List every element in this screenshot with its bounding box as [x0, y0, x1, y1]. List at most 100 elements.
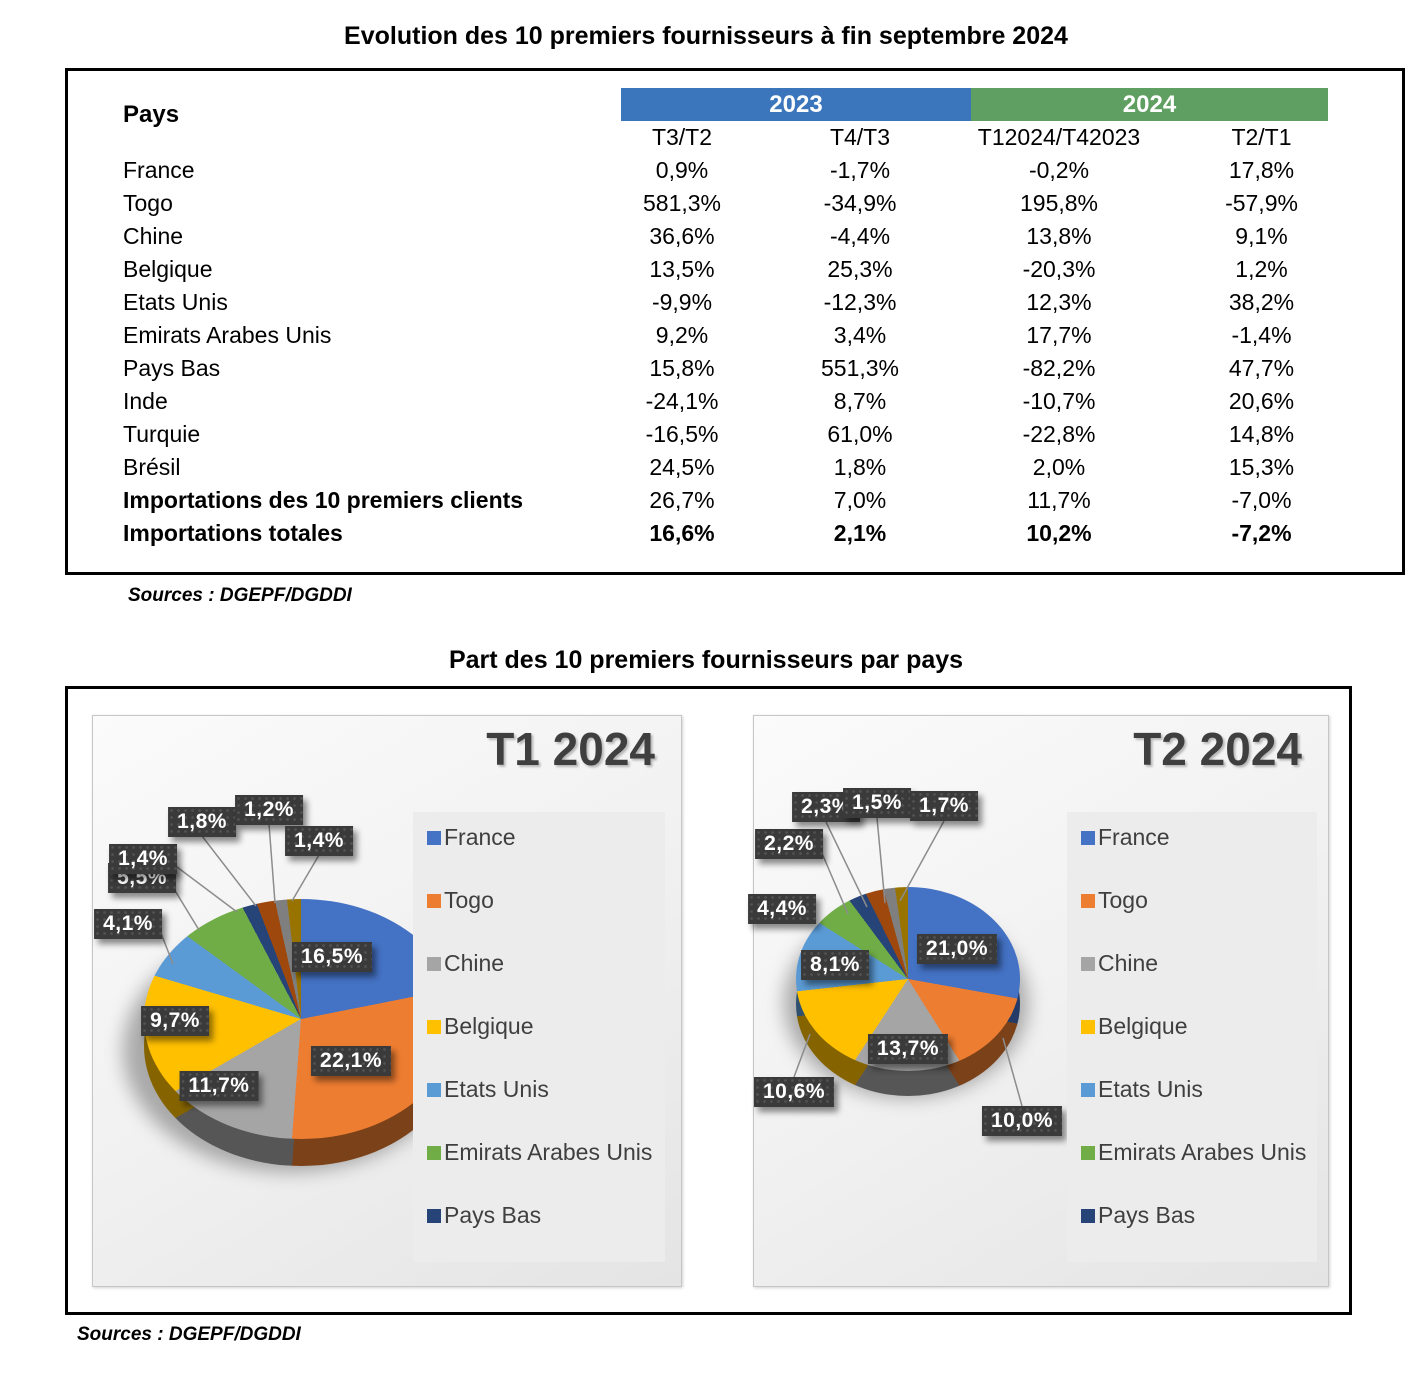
legend-marker-icon [1081, 1146, 1095, 1160]
legend-label: Chine [444, 950, 505, 976]
legend-label: Belgique [1098, 1013, 1188, 1039]
table-cell: 17,8% [1228, 157, 1295, 183]
table-cell: -22,8% [1022, 421, 1096, 447]
pie-title-t2: T2 2024 [1133, 723, 1302, 775]
legend-marker-icon [427, 1146, 441, 1160]
table-cell: -1,7% [829, 157, 891, 183]
row-label: Pays Bas [123, 355, 221, 381]
table-cell: 3,4% [833, 322, 887, 348]
legend-label: Emirats Arabes Unis [1098, 1139, 1307, 1165]
legend-marker-icon [427, 957, 441, 971]
pie-data-label: 4,4% [748, 894, 816, 924]
table-cell: 581,3% [642, 190, 721, 216]
legend-marker-icon [1081, 1209, 1095, 1223]
legend-label: Chine [1098, 950, 1159, 976]
legend-marker-icon [1081, 1020, 1095, 1034]
legend-item: Etats Unis [1081, 1076, 1317, 1139]
pie-data-label: 1,7% [910, 791, 978, 821]
legend-label: Togo [1098, 887, 1148, 913]
pie-data-label: 1,5% [843, 788, 911, 818]
legend-label: Pays Bas [1098, 1202, 1196, 1228]
table-cell: -24,1% [645, 388, 719, 414]
row-label: Etats Unis [123, 289, 228, 315]
evolution-table-box: 2023 2024 Pays T3/T2 T4/T3 T12024/T42023 T2… [65, 68, 1405, 575]
sources-note-charts: Sources : DGEPF/DGDDI [77, 1324, 301, 1345]
column-header: T2/T1 [1231, 124, 1292, 150]
legend-label: France [1098, 824, 1170, 850]
legend-item: Chine [1081, 950, 1317, 1013]
legend-item: France [427, 824, 665, 887]
legend-item: Belgique [427, 1013, 665, 1076]
pie-data-label: 8,1% [801, 950, 869, 980]
pie-data-label: 10,6% [753, 1077, 835, 1107]
pie-data-label: 1,4% [285, 826, 353, 856]
table-cell: 15,8% [649, 355, 715, 381]
table-cell: 20,6% [1228, 388, 1295, 414]
table-cell: 13,5% [649, 256, 715, 282]
legend-marker-icon [1081, 831, 1095, 845]
column-header: T12024/T42023 [977, 124, 1141, 150]
legend-label: Pays Bas [444, 1202, 542, 1228]
column-header: T4/T3 [829, 124, 891, 150]
table-corner-label: Pays [123, 101, 180, 128]
pie-data-label: 11,7% [179, 1071, 259, 1101]
legend-marker-icon [1081, 894, 1095, 908]
table-cell: 551,3% [820, 355, 899, 381]
pie-data-label: 13,7% [867, 1034, 949, 1064]
pie-data-label: 10,0% [981, 1106, 1063, 1136]
year-band-2023: 2023 [621, 88, 971, 121]
pie-charts-box: 16,5% 22,1% 11,7% 9,7% 4,1% 5,5% 1,4% 1,8% 1,2% 1… [65, 686, 1352, 1315]
table-cell: 36,6% [649, 223, 715, 249]
legend-item: Emirats Arabes Unis [427, 1139, 665, 1202]
legend-item: Chine [427, 950, 665, 1013]
pie-data-label: 9,7% [141, 1006, 209, 1036]
legend-label: Etats Unis [444, 1076, 549, 1102]
pie-data-label: 16,5% [291, 942, 373, 972]
pie-data-label: 22,1% [310, 1046, 392, 1076]
legend-marker-icon [427, 1020, 441, 1034]
year-band-2024: 2024 [971, 88, 1328, 121]
legend-marker-icon [427, 894, 441, 908]
pie-data-label: 4,1% [94, 909, 162, 939]
table-cell: 15,3% [1228, 454, 1295, 480]
table-cell: -57,9% [1225, 190, 1298, 216]
pie-legend: France Togo Chine Belgique Etats Unis Emirats… [413, 812, 665, 1262]
table-cell: 2,1% [833, 520, 887, 546]
legend-item: Togo [1081, 887, 1317, 950]
page-title: Evolution des 10 premiers fournisseurs à… [344, 22, 1068, 50]
table-cell: 9,1% [1235, 223, 1288, 249]
row-label: Chine [123, 223, 184, 249]
pie-data-label: 1,8% [168, 807, 236, 837]
row-label: Togo [123, 190, 173, 216]
pie-title-t1: T1 2024 [486, 723, 655, 775]
legend-item: Belgique [1081, 1013, 1317, 1076]
legend-item: France [1081, 824, 1317, 887]
sources-note-table: Sources : DGEPF/DGDDI [128, 585, 352, 606]
table-cell: 1,2% [1235, 256, 1288, 282]
table-cell: 25,3% [827, 256, 893, 282]
legend-item: Emirats Arabes Unis [1081, 1139, 1317, 1202]
table-cell: -1,4% [1231, 322, 1292, 348]
table-cell: 14,8% [1228, 421, 1295, 447]
table-cell: -12,3% [823, 289, 897, 315]
table-cell: 7,0% [833, 487, 887, 513]
column-header: T3/T2 [651, 124, 713, 150]
pie-panel-t1: 16,5% 22,1% 11,7% 9,7% 4,1% 5,5% 1,4% 1,8% 1,2% 1… [92, 715, 682, 1287]
row-label: Emirats Arabes Unis [123, 322, 332, 348]
table-cell: -7,2% [1231, 520, 1292, 546]
legend-label: Emirats Arabes Unis [444, 1139, 653, 1165]
table-cell: 61,0% [827, 421, 893, 447]
table-cell: 1,8% [833, 454, 887, 480]
row-label: Inde [123, 388, 168, 414]
row-label: Brésil [123, 454, 181, 480]
table-cell: 38,2% [1228, 289, 1295, 315]
legend-item: Togo [427, 887, 665, 950]
legend-marker-icon [427, 1083, 441, 1097]
table-cell: 195,8% [1019, 190, 1098, 216]
row-label: Importations totales [123, 520, 343, 546]
legend-item: Pays Bas [427, 1202, 665, 1265]
pie-panel-t2: 21,0% 10,0% 13,7% 10,6% 8,1% 4,4% 2,2% 2,3% 1,5%… [748, 715, 1329, 1287]
table-cell: 16,6% [649, 520, 715, 546]
table-cell: -20,3% [1022, 256, 1096, 282]
